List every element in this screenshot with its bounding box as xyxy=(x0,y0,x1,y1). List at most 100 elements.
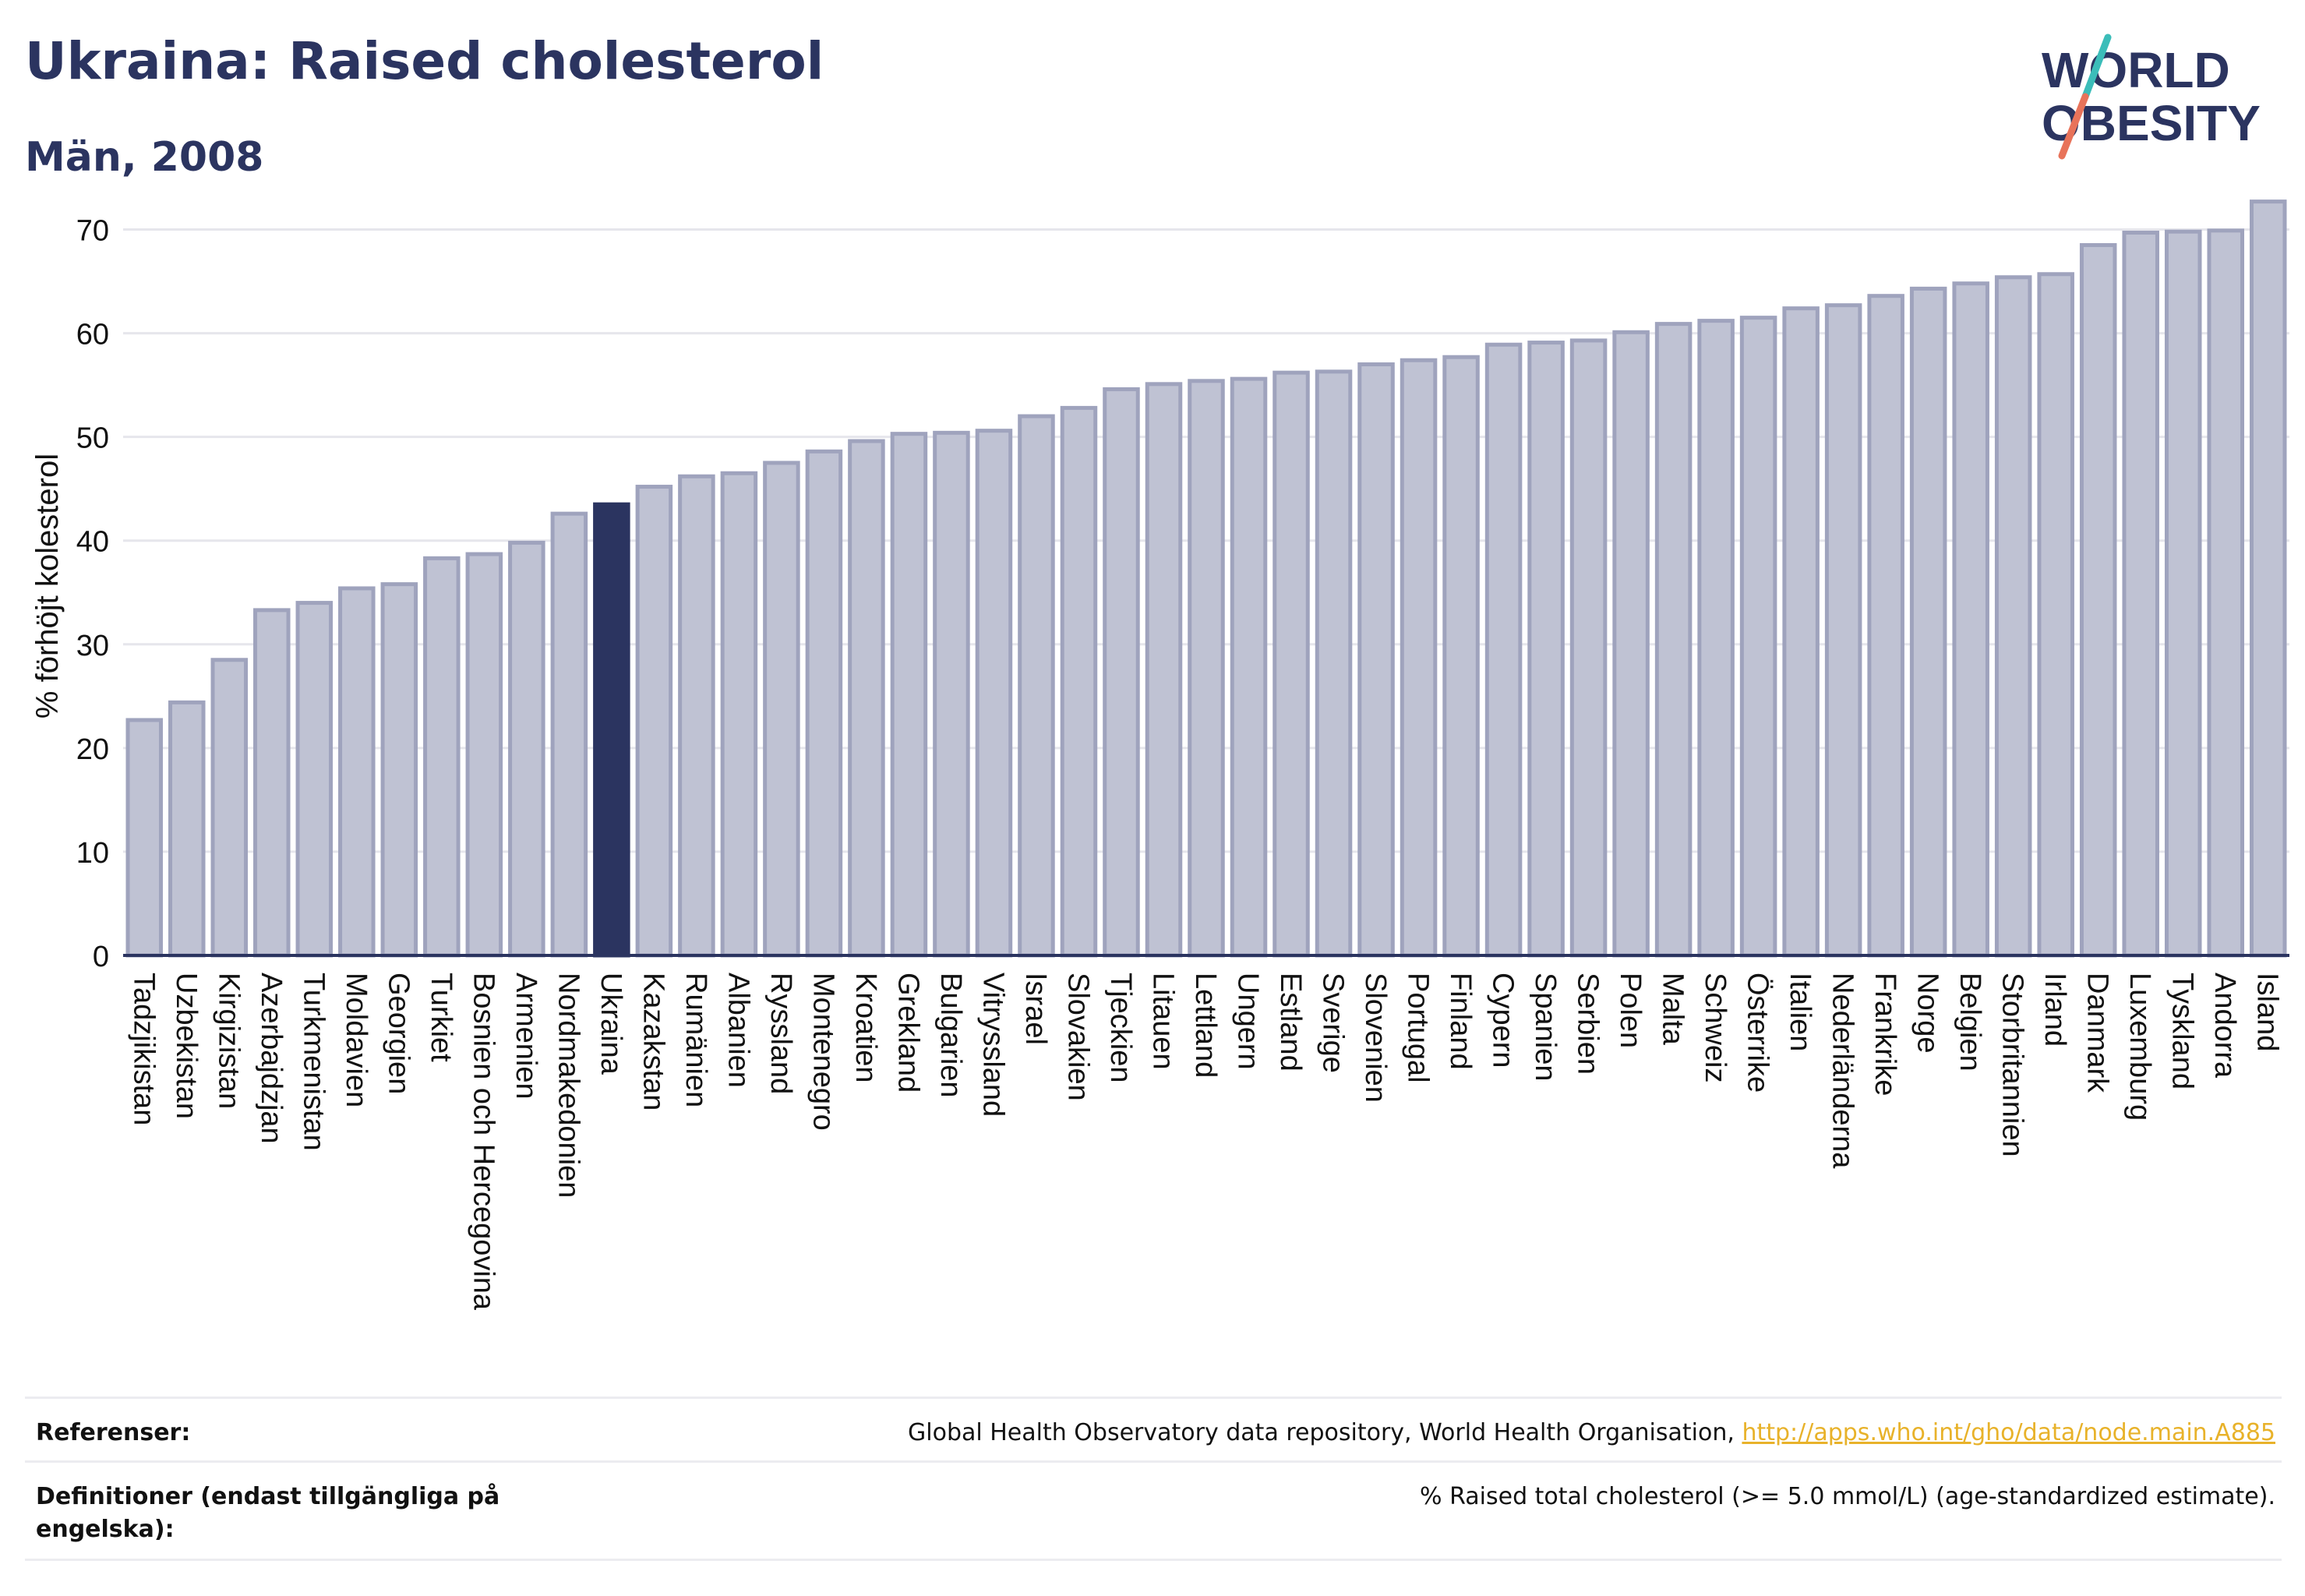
bar xyxy=(1824,303,1862,958)
x-tick-label: Irland xyxy=(2038,973,2071,1047)
bar xyxy=(1442,355,1480,958)
x-tick-label: Vitryssland xyxy=(976,973,1009,1117)
bar xyxy=(168,700,206,958)
bar xyxy=(1145,382,1183,958)
x-tick-label: Lettland xyxy=(1189,973,1222,1078)
bar xyxy=(1782,306,1820,958)
x-tick-label: Andorra xyxy=(2208,973,2241,1079)
bar xyxy=(1103,387,1140,958)
x-tick-label: Schweiz xyxy=(1699,973,1731,1083)
x-tick-label: Tjeckien xyxy=(1104,973,1137,1083)
y-tick-label: 40 xyxy=(76,526,109,559)
bar xyxy=(1060,405,1098,958)
x-tick-label: Tyskland xyxy=(2166,973,2199,1089)
bar xyxy=(763,461,800,958)
x-tick-label: Armenien xyxy=(510,973,542,1100)
x-tick-label: Israel xyxy=(1019,973,1052,1045)
footer-divider-top xyxy=(25,1396,2282,1399)
bar xyxy=(295,601,334,958)
bar xyxy=(465,552,503,958)
x-tick-label: Norge xyxy=(1911,973,1944,1054)
x-tick-label: Moldavien xyxy=(340,973,372,1107)
bar xyxy=(2122,231,2159,958)
bar xyxy=(1357,362,1395,958)
logo-line1: WORLD xyxy=(2042,42,2230,98)
x-tick-label: Polen xyxy=(1614,973,1647,1048)
x-tick-label: Storbritannien xyxy=(1996,973,2029,1157)
bar xyxy=(2037,272,2074,958)
bar xyxy=(1994,275,2032,958)
references-value: Global Health Observatory data repositor… xyxy=(908,1417,2275,1449)
x-tick-label: Belgien xyxy=(1954,973,1986,1072)
x-tick-label: Kirgizistan xyxy=(212,973,245,1109)
bar xyxy=(1612,330,1650,958)
x-tick-label: Bosnien och Hercegovina xyxy=(467,973,499,1311)
x-tick-label: Estland xyxy=(1274,973,1307,1072)
y-axis-title: % förhöjt kolesterol xyxy=(30,454,65,719)
bar xyxy=(2164,229,2202,958)
bar xyxy=(848,439,885,958)
x-tick-label: Uzbekistan xyxy=(170,973,203,1119)
logo-slash-top xyxy=(2081,34,2112,101)
references-link[interactable]: http://apps.who.int/gho/data/node.main.A… xyxy=(1742,1419,2275,1446)
bar xyxy=(2079,242,2117,958)
x-tick-label: Sverige xyxy=(1317,973,1350,1073)
x-tick-label: Österrike xyxy=(1742,973,1774,1093)
x-tick-label: Portugal xyxy=(1402,973,1435,1083)
x-tick-label: Albanien xyxy=(722,973,754,1088)
x-tick-label: Finland xyxy=(1444,973,1477,1070)
logo-slash-bottom xyxy=(2058,93,2089,160)
bar xyxy=(635,485,673,958)
bar xyxy=(508,540,545,958)
chart-title: Ukraina: Raised cholesterol xyxy=(25,31,824,91)
x-tick-label: Georgien xyxy=(382,973,415,1094)
bar xyxy=(2207,228,2244,958)
bar xyxy=(1188,379,1225,958)
x-tick-label: Ungern xyxy=(1232,973,1265,1070)
bar xyxy=(1867,294,1904,958)
y-axis-ticks: 0 10 20 30 40 50 60 70 xyxy=(76,215,109,973)
x-tick-label: Ukraina xyxy=(595,973,627,1075)
bar xyxy=(1527,341,1565,958)
x-tick-label: Luxemburg xyxy=(2123,973,2156,1121)
footer-divider-bottom xyxy=(25,1559,2282,1561)
bar xyxy=(1654,322,1693,958)
x-tick-label: Rumänien xyxy=(679,973,712,1107)
x-tick-label: Cypern xyxy=(1487,973,1520,1068)
definitions-label: Definitioner (endast tillgängliga på eng… xyxy=(36,1483,500,1543)
bar xyxy=(1273,370,1310,958)
x-axis-labels: Tadzjikistan Uzbekistan Kirgizistan Azerbaj… xyxy=(127,973,2283,1311)
x-tick-label: Italien xyxy=(1784,973,1816,1051)
y-tick-label: 70 xyxy=(76,215,109,248)
bar xyxy=(975,429,1013,958)
bar xyxy=(550,511,588,958)
bar xyxy=(720,471,758,958)
y-tick-label: 60 xyxy=(76,319,109,351)
y-tick-label: 20 xyxy=(76,733,109,766)
bar xyxy=(1400,358,1438,958)
x-tick-label: Spanien xyxy=(1529,973,1562,1081)
bar xyxy=(210,658,249,958)
chart-subtitle: Män, 2008 xyxy=(25,134,264,181)
bars-layer xyxy=(125,200,2287,958)
bar xyxy=(1315,369,1353,958)
x-tick-label: Nordmakedonien xyxy=(552,973,584,1198)
bar xyxy=(1909,286,1947,958)
bar xyxy=(338,586,376,958)
x-tick-label: Kazakstan xyxy=(637,973,669,1110)
bar xyxy=(1230,376,1268,958)
y-tick-label: 10 xyxy=(76,837,109,870)
x-tick-label: Slovenien xyxy=(1359,973,1392,1103)
x-tick-label: Bulgarien xyxy=(934,973,967,1098)
bar xyxy=(125,718,164,958)
world-obesity-logo: WORLD OBESITY xyxy=(2042,34,2261,160)
bar xyxy=(423,556,461,958)
y-tick-label: 50 xyxy=(76,422,109,455)
bar xyxy=(933,430,970,958)
x-tick-label: Turkmenistan xyxy=(297,973,330,1151)
bar xyxy=(805,449,843,958)
bar xyxy=(2249,200,2287,958)
x-tick-label: Frankrike xyxy=(1869,973,1901,1096)
x-tick-label: Turkiet xyxy=(425,973,457,1062)
bar xyxy=(890,432,928,958)
